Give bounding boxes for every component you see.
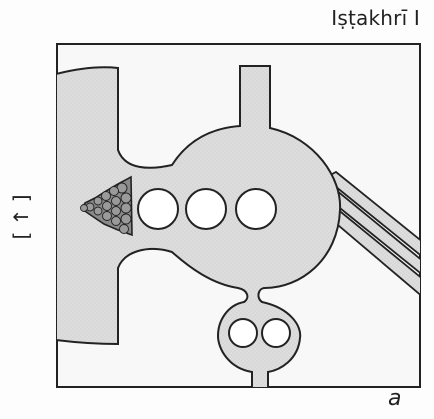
- island-circle-1: [137, 188, 179, 230]
- island-circle-4: [228, 318, 258, 348]
- map-title: Iṣṭakhrī I: [331, 6, 420, 30]
- island-circle-3: [235, 188, 277, 230]
- basin-islands: [137, 188, 277, 230]
- figure-label: a: [388, 386, 402, 411]
- island-circle-5: [261, 318, 291, 348]
- island-lobes: [80, 182, 132, 234]
- island-cluster: [80, 175, 133, 237]
- orientation-marker: [ ↑ ]: [9, 194, 33, 240]
- lower-basin-islands: [228, 318, 291, 348]
- island-circle-2: [185, 188, 227, 230]
